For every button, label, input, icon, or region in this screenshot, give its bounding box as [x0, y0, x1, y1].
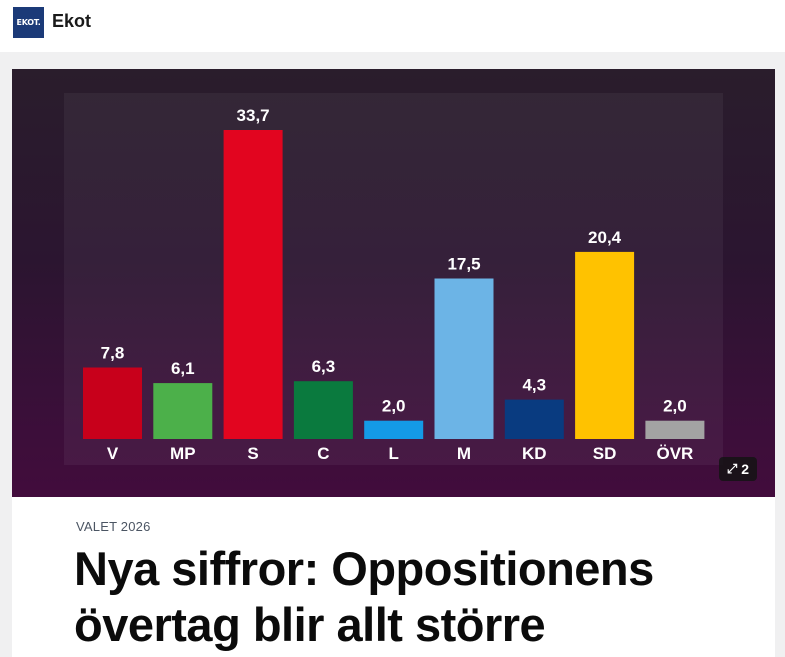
bar-l	[364, 420, 424, 439]
category-label-kd: KD	[522, 444, 547, 463]
article-headline[interactable]: Nya siffror: Oppositionens övertag blir …	[74, 542, 654, 651]
bar-c	[293, 381, 353, 439]
value-label-l: 2,0	[382, 397, 406, 416]
bar-mp	[153, 383, 213, 439]
gallery-expand-button[interactable]: ⤢ 2	[719, 457, 757, 481]
gallery-count: 2	[741, 461, 750, 477]
value-label-övr: 2,0	[663, 397, 687, 416]
value-label-v: 7,8	[101, 344, 125, 363]
value-label-m: 17,5	[447, 255, 480, 274]
category-label-m: M	[457, 444, 471, 463]
bar-v	[83, 367, 142, 439]
brand-name[interactable]: Ekot	[52, 11, 92, 31]
bar-övr	[645, 420, 705, 439]
bar-sd	[575, 251, 635, 439]
ekot-logo[interactable]: EKOT.	[13, 7, 44, 38]
bar-s	[223, 130, 283, 439]
category-label-övr: ÖVR	[656, 444, 693, 463]
article-kicker[interactable]: VALET 2026	[76, 519, 151, 534]
article-header: VALET 2026 Nya siffror: Oppositionens öv…	[12, 497, 775, 657]
value-label-kd: 4,3	[522, 376, 546, 395]
category-label-sd: SD	[593, 444, 617, 463]
poll-chart-panel: 7,8 V 6,1 MP 33,7 S 6,3 C 2,0 L 17,5 M 4,3 KD 20,4 SD 2,…	[64, 93, 723, 465]
category-label-c: C	[317, 444, 329, 463]
poll-bar-chart: 7,8 V 6,1 MP 33,7 S 6,3 C 2,0 L 17,5 M 4,3 KD 20,4 SD 2,…	[83, 106, 705, 463]
category-label-l: L	[389, 444, 399, 463]
value-label-mp: 6,1	[171, 359, 195, 378]
top-bar: EKOT. Ekot	[0, 0, 785, 52]
category-label-v: V	[107, 444, 119, 463]
hero-image[interactable]: 7,8 V 6,1 MP 33,7 S 6,3 C 2,0 L 17,5 M 4,3 KD 20,4 SD 2,…	[12, 69, 775, 497]
expand-arrows-icon: ⤢	[726, 461, 738, 477]
value-label-c: 6,3	[312, 357, 336, 376]
bar-kd	[504, 399, 564, 439]
value-label-sd: 20,4	[588, 228, 622, 247]
category-label-mp: MP	[170, 444, 196, 463]
value-label-s: 33,7	[237, 106, 270, 125]
bar-m	[434, 278, 494, 439]
category-label-s: S	[247, 444, 258, 463]
